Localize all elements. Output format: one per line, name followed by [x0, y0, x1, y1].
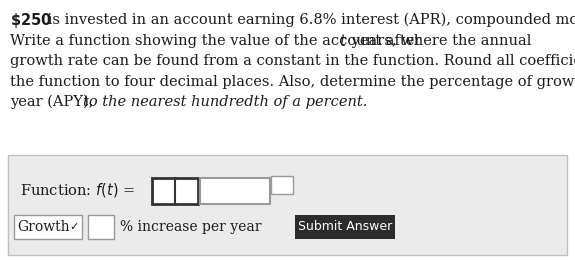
- Text: Write a function showing the value of the account after: Write a function showing the value of th…: [10, 34, 426, 48]
- Text: Submit Answer: Submit Answer: [298, 220, 392, 233]
- Text: % increase per year: % increase per year: [120, 220, 262, 234]
- Text: growth rate can be found from a constant in the function. Round all coefficients: growth rate can be found from a constant…: [10, 54, 575, 68]
- Text: Function: $f(t)$ =: Function: $f(t)$ =: [20, 181, 135, 199]
- Bar: [8, 155, 567, 255]
- Bar: [14, 215, 82, 239]
- Text: $\mathbf{\$250}$: $\mathbf{\$250}$: [10, 11, 52, 30]
- Bar: [200, 178, 270, 204]
- Bar: [152, 178, 198, 204]
- Bar: [271, 176, 293, 194]
- Text: $t$: $t$: [339, 33, 347, 49]
- Text: years, where the annual: years, where the annual: [347, 34, 531, 48]
- Text: Growth: Growth: [18, 220, 70, 234]
- Bar: [295, 215, 395, 239]
- Text: to the nearest hundredth of a percent.: to the nearest hundredth of a percent.: [83, 95, 367, 109]
- Text: year (APY),: year (APY),: [10, 95, 98, 109]
- Bar: [88, 215, 114, 239]
- Text: is invested in an account earning 6.8% interest (APR), compounded monthly.: is invested in an account earning 6.8% i…: [43, 13, 575, 28]
- Text: ✓: ✓: [70, 222, 79, 232]
- Text: the function to four decimal places. Also, determine the percentage of growth pe: the function to four decimal places. Als…: [10, 75, 575, 89]
